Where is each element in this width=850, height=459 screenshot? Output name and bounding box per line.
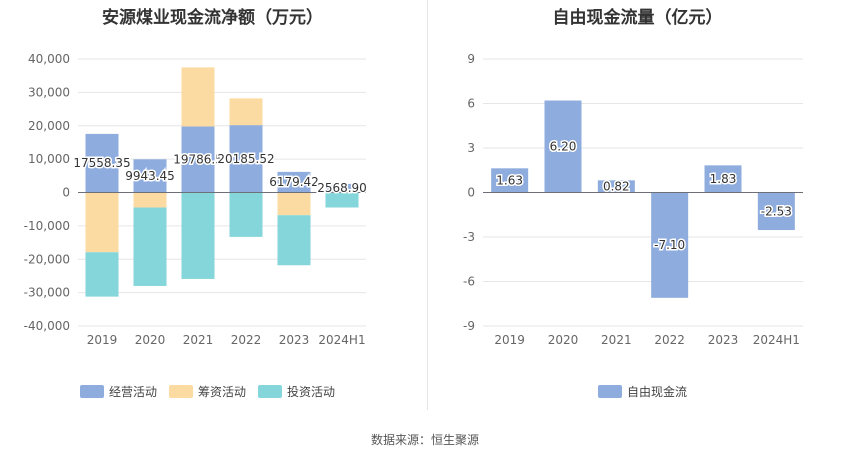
bar bbox=[133, 159, 167, 193]
legend-label: 筹资活动 bbox=[198, 385, 247, 399]
y-tick-label: -9 bbox=[463, 319, 475, 333]
y-tick-label: 3 bbox=[467, 141, 475, 155]
y-tick-label: 9 bbox=[467, 52, 475, 66]
data-label: 19786.5 bbox=[173, 152, 223, 166]
bar bbox=[651, 192, 689, 298]
y-tick-label: -10,000 bbox=[24, 219, 70, 233]
bar bbox=[757, 192, 795, 231]
data-label: 6179.42 bbox=[269, 175, 319, 189]
x-tick-label: 2020 bbox=[548, 333, 579, 347]
bar bbox=[704, 165, 742, 193]
y-tick-label: 6 bbox=[467, 97, 475, 111]
x-tick-label: 2023 bbox=[708, 333, 739, 347]
legend-swatch bbox=[169, 385, 194, 398]
bar bbox=[181, 126, 215, 193]
legend-label: 经营活动 bbox=[109, 385, 158, 399]
legend-label: 投资活动 bbox=[287, 385, 336, 399]
bar bbox=[597, 180, 635, 193]
data-label: 0.82 bbox=[603, 179, 630, 193]
legend-swatch bbox=[598, 385, 622, 398]
bar bbox=[544, 100, 582, 193]
data-label: -2.53 bbox=[761, 204, 792, 218]
y-tick-label: 40,000 bbox=[28, 52, 70, 66]
data-label: 9943.45 bbox=[125, 169, 175, 183]
data-label: 17558.35 bbox=[73, 156, 130, 170]
legend-swatch bbox=[80, 385, 104, 398]
bar bbox=[325, 192, 359, 208]
bar bbox=[491, 168, 529, 193]
x-tick-label: 2024H1 bbox=[318, 333, 365, 347]
legend-label: 自由现金流 bbox=[627, 385, 688, 399]
y-tick-label: -40,000 bbox=[24, 319, 70, 333]
bar bbox=[325, 183, 359, 193]
panel-divider bbox=[427, 0, 428, 410]
y-tick-label: -3 bbox=[463, 230, 475, 244]
bar bbox=[277, 215, 311, 266]
y-tick-label: -30,000 bbox=[24, 286, 70, 300]
data-label: 20185.52 bbox=[217, 152, 274, 166]
chart-title-free-cashflow: 自由现金流量（亿元） bbox=[552, 8, 723, 28]
legend-swatch bbox=[258, 385, 283, 398]
bar bbox=[229, 192, 263, 237]
y-tick-label: -6 bbox=[463, 275, 475, 289]
bar bbox=[277, 192, 311, 216]
x-tick-label: 2022 bbox=[654, 333, 685, 347]
x-tick-label: 2021 bbox=[183, 333, 214, 347]
bar bbox=[85, 192, 119, 253]
y-tick-label: -20,000 bbox=[24, 252, 70, 266]
y-tick-label: 20,000 bbox=[28, 119, 70, 133]
legend-item-investing[interactable]: 投资活动 bbox=[258, 383, 335, 400]
legend-item-free-cashflow[interactable]: 自由现金流 bbox=[598, 383, 687, 400]
bar bbox=[85, 252, 119, 297]
legend-free-cashflow: 自由现金流 bbox=[598, 383, 687, 400]
bar bbox=[181, 67, 215, 127]
bar bbox=[229, 98, 263, 126]
x-tick-label: 2020 bbox=[135, 333, 166, 347]
legend-cashflow: 经营活动 筹资活动 投资活动 bbox=[80, 383, 335, 400]
x-tick-label: 2021 bbox=[601, 333, 632, 347]
legend-item-financing[interactable]: 筹资活动 bbox=[169, 383, 246, 400]
x-tick-label: 2023 bbox=[279, 333, 310, 347]
y-tick-label: 0 bbox=[467, 186, 475, 200]
bar bbox=[181, 192, 215, 279]
y-tick-label: 0 bbox=[62, 186, 70, 200]
bar bbox=[85, 133, 119, 193]
bar bbox=[277, 171, 311, 193]
bar bbox=[133, 207, 167, 286]
x-tick-label: 2019 bbox=[494, 333, 525, 347]
bar bbox=[133, 192, 167, 208]
bar bbox=[229, 125, 263, 193]
x-tick-label: 2019 bbox=[87, 333, 118, 347]
chart-title-cashflow: 安源煤业现金流净额（万元） bbox=[102, 8, 323, 28]
data-source-note: 数据来源：恒生聚源 bbox=[370, 433, 479, 447]
y-tick-label: 30,000 bbox=[28, 85, 70, 99]
y-tick-label: 10,000 bbox=[28, 152, 70, 166]
data-label: -7.10 bbox=[654, 238, 685, 252]
legend-item-operating[interactable]: 经营活动 bbox=[80, 383, 157, 400]
x-tick-label: 2022 bbox=[231, 333, 262, 347]
x-tick-label: 2024H1 bbox=[753, 333, 800, 347]
data-label: 1.83 bbox=[710, 172, 737, 186]
data-label: 1.63 bbox=[496, 173, 523, 187]
data-label: 2568.90 bbox=[317, 181, 367, 195]
data-label: 6.20 bbox=[550, 140, 577, 154]
